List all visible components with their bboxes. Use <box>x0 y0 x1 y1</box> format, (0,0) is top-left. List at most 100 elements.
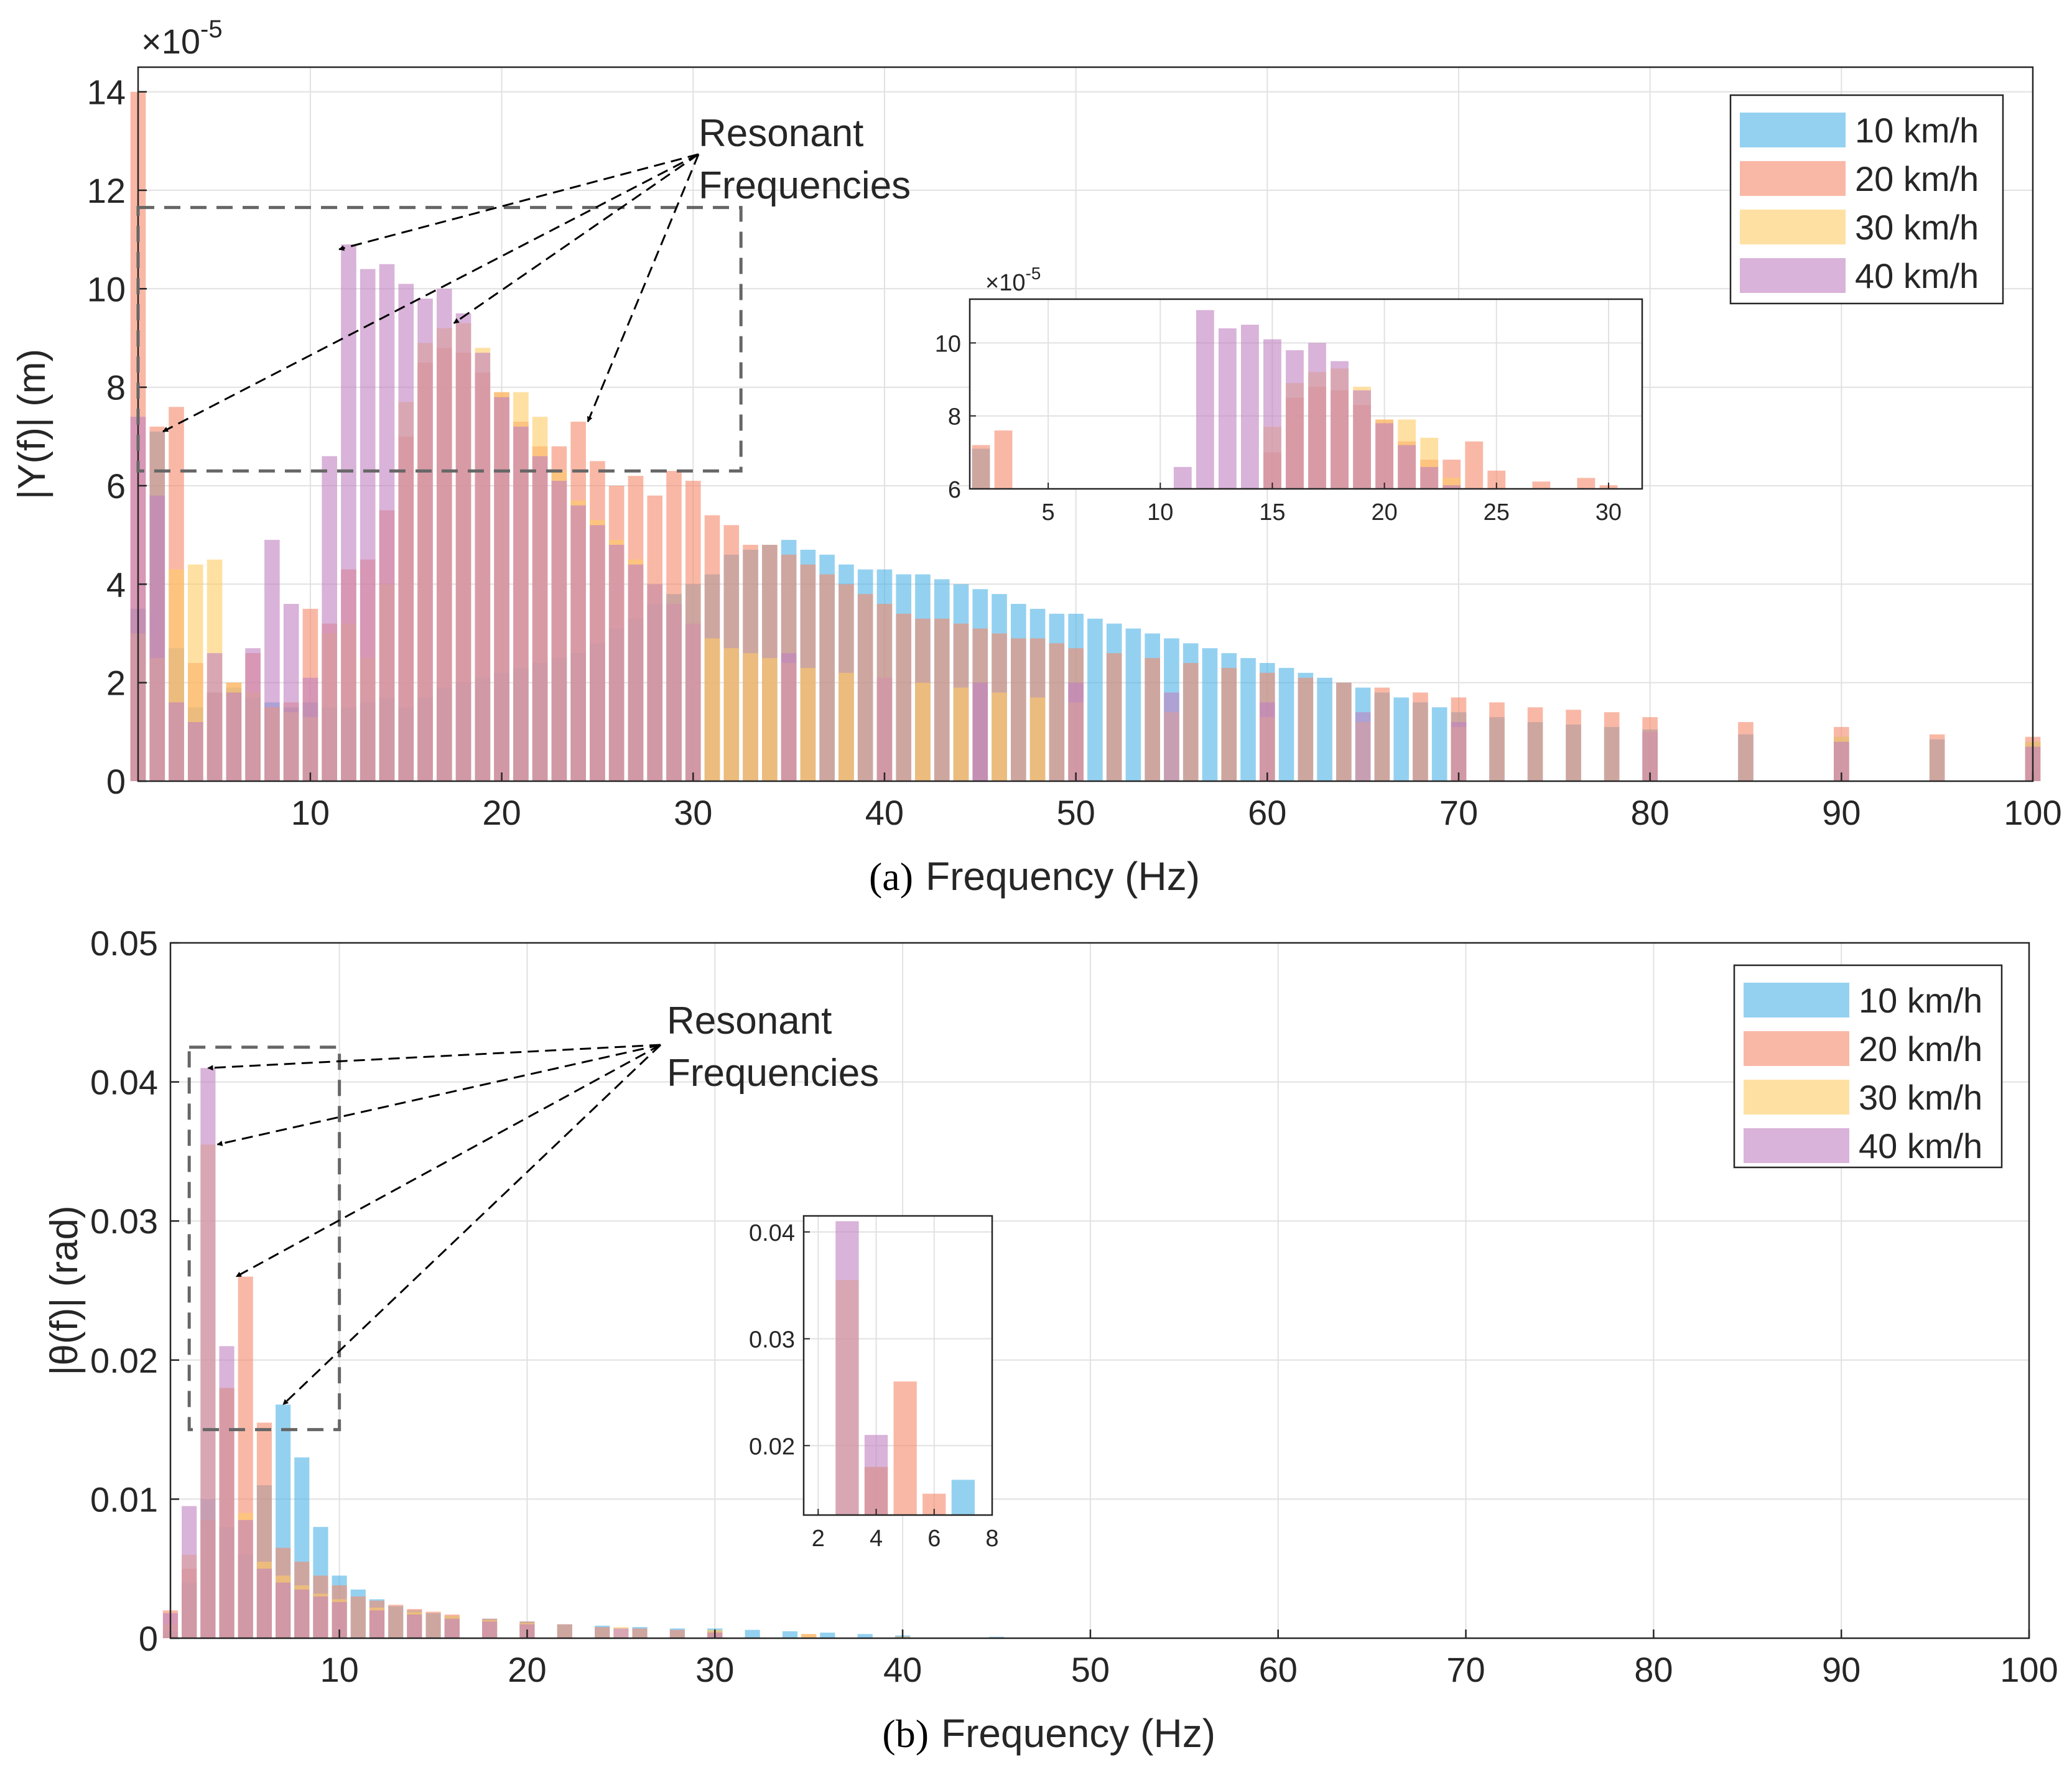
panel-a-xtick-label: 70 <box>1439 793 1478 832</box>
panel-a-legend-label: 30 km/h <box>1855 208 1979 247</box>
panel-b-xtick-label: 50 <box>1071 1650 1110 1689</box>
panel-a-bar <box>455 313 472 781</box>
panel-b-bar <box>801 1634 817 1638</box>
panel-a-inset-bar <box>1398 445 1416 489</box>
panel-a-bar <box>1393 697 1409 781</box>
panel-b-bar <box>425 1611 441 1638</box>
panel-a-inset-bar <box>1218 328 1237 489</box>
panel-b-bar <box>350 1596 366 1638</box>
panel-a-panel-label: (a) <box>869 855 913 899</box>
panel-a-bar <box>1087 618 1103 781</box>
panel-a-bar <box>1451 721 1467 781</box>
panel-b-inset-bar <box>835 1221 859 1515</box>
panel-a-bar <box>551 481 567 781</box>
panel-a-xtick-label: 20 <box>482 793 521 832</box>
panel-b-arrow <box>235 1044 661 1277</box>
panel-a-bar <box>1049 643 1065 781</box>
panel-b-bar <box>557 1624 572 1638</box>
panel-a-inset-bar <box>972 445 990 489</box>
panel-b-bar <box>407 1614 422 1638</box>
panel-a-inset-bar <box>1420 466 1439 489</box>
panel-a-legend-swatch <box>1740 161 1846 196</box>
panel-b-arrow <box>216 1044 661 1146</box>
panel-a-legend-swatch <box>1740 258 1846 293</box>
panel-a-bar <box>1604 712 1620 781</box>
panel-a-bar <box>398 284 414 781</box>
panel-a-inset-bar <box>1532 481 1551 489</box>
panel-b-legend-label: 10 km/h <box>1859 981 1982 1020</box>
panel-b-legend: 10 km/h 20 km/h 30 km/h 40 km/h <box>1733 964 2003 1169</box>
panel-a-bar <box>1355 712 1371 781</box>
panel-b-inset-xtick-label: 8 <box>985 1526 998 1552</box>
panel-b-inset-xtick-label: 6 <box>927 1526 941 1552</box>
panel-a-inset-xtick-label: 10 <box>1147 499 1173 526</box>
panel-b-ytick-label: 0.03 <box>90 1202 158 1241</box>
panel-a-bar <box>1566 710 1581 781</box>
panel-b-bar <box>595 1627 610 1638</box>
panel-a-ytick-label: 4 <box>106 565 126 604</box>
panel-b-annotation-line1: Resonant <box>667 999 832 1042</box>
panel-a-inset-bar <box>1465 441 1484 489</box>
panel-a-ytick-label: 2 <box>106 664 126 703</box>
panel-b-arrow <box>207 1044 661 1071</box>
panel-a-bar <box>1489 702 1505 781</box>
panel-a-bar <box>666 603 682 781</box>
panel-b-ytick-label: 0.02 <box>90 1341 158 1380</box>
panel-a-bar <box>1011 638 1026 781</box>
panel-a-xtick-label: 10 <box>291 793 330 832</box>
panel-a-legend-swatch <box>1740 113 1846 147</box>
panel-a-bar <box>322 456 337 781</box>
panel-b-axes-box <box>169 942 2030 1639</box>
panel-a-bar <box>1738 721 1754 781</box>
panel-a-bar <box>800 667 816 781</box>
panel-a-ytick-label: 12 <box>87 171 126 210</box>
panel-a-bar <box>839 672 854 781</box>
panel-a-bar <box>743 653 758 781</box>
panel-b-xtick-label: 20 <box>508 1650 546 1689</box>
panel-b-inset-bar <box>951 1480 975 1515</box>
panel-b-xtick-label: 40 <box>883 1650 922 1689</box>
panel-b-legend-swatch <box>1744 1031 1849 1066</box>
panel-a-bar <box>953 687 969 781</box>
panel-b-legend-label: 20 km/h <box>1859 1029 1982 1068</box>
panel-a-bar <box>1221 667 1237 781</box>
panel-b-bar <box>256 1569 272 1638</box>
panel-a-bar <box>1125 628 1141 781</box>
panel-b-bar <box>444 1618 460 1638</box>
panel-a-bar <box>494 397 509 781</box>
panel-b-bar <box>482 1621 498 1638</box>
panel-b-inset: 2 4 6 8 0.02 0.03 0.04 <box>749 1215 999 1552</box>
panel-b-xtick-label: 10 <box>320 1650 358 1689</box>
panel-a-legend-label: 10 km/h <box>1855 111 1979 150</box>
panel-a-bar <box>436 289 452 781</box>
panel-b-bar <box>238 1519 253 1638</box>
panel-a-inset-bar <box>1577 478 1596 489</box>
panel-a-annotation-line1: Resonant <box>699 112 863 155</box>
panel-b-xtick-label: 70 <box>1446 1650 1485 1689</box>
panel-a-bar <box>1336 682 1352 781</box>
panel-a-bar <box>1106 653 1122 781</box>
panel-b-bar <box>632 1628 648 1638</box>
panel-a-bar <box>685 623 701 781</box>
panel-b-xlabel: Frequency (Hz) <box>941 1711 1215 1756</box>
panel-a-chart: 10 20 30 40 50 60 70 80 90 100 0 2 4 6 8 10 12 14 ×10-5 (a)… <box>11 16 2062 899</box>
panel-a-bar <box>1413 692 1428 781</box>
panel-b-inset-box <box>802 1215 993 1516</box>
panel-a-bar <box>1259 702 1275 781</box>
panel-a-highlight-box <box>136 206 743 473</box>
panel-a-inset-ytick-label: 10 <box>935 331 961 357</box>
panel-a-bar <box>915 682 931 781</box>
panel-a-bar <box>570 505 586 781</box>
panel-a-inset-xtick-label: 15 <box>1259 499 1285 526</box>
panel-a-bar <box>475 353 491 781</box>
panel-a-bar <box>360 269 376 781</box>
panel-b-legend-swatch <box>1744 983 1849 1017</box>
panel-a-legend-swatch <box>1740 210 1846 244</box>
panel-a-arrow <box>587 154 700 422</box>
panel-b-inset-bar <box>893 1381 917 1515</box>
panel-b-xtick-label: 100 <box>2000 1650 2058 1689</box>
panel-a-bar <box>876 677 893 781</box>
panel-a-bar <box>513 426 529 781</box>
panel-a-xtick-label: 40 <box>865 793 904 832</box>
